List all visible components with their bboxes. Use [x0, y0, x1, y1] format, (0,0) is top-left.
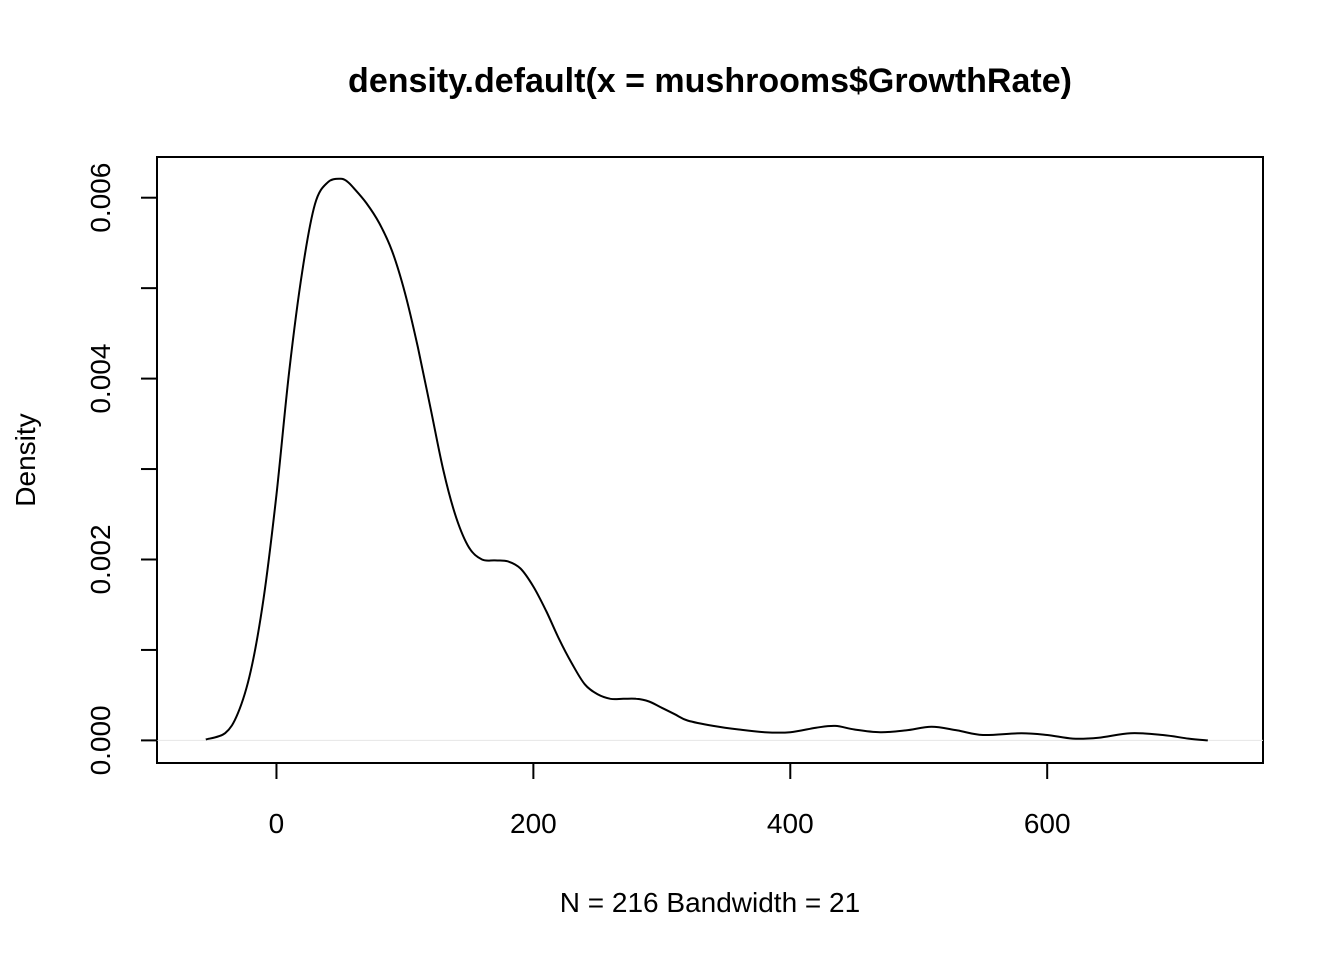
x-tick-label: 0	[269, 808, 285, 839]
chart-title: density.default(x = mushrooms$GrowthRate…	[348, 62, 1072, 100]
y-tick-label: 0.000	[85, 705, 116, 775]
y-tick-label: 0.002	[85, 524, 116, 594]
y-axis: 0.000 0.002 0.004 0.006	[85, 163, 158, 775]
x-axis: 0 200 400 600	[269, 762, 1071, 839]
plot-frame	[156, 156, 1264, 764]
x-tick-label: 600	[1024, 808, 1071, 839]
density-curve	[205, 177, 1208, 742]
x-tick-label: 200	[510, 808, 557, 839]
y-axis-label: Density	[10, 413, 41, 506]
x-tick-label: 400	[767, 808, 814, 839]
y-tick-label: 0.006	[85, 163, 116, 233]
y-tick-label: 0.004	[85, 344, 116, 414]
series-layer	[205, 177, 1208, 742]
x-axis-label: N = 216 Bandwidth = 21	[560, 887, 860, 918]
